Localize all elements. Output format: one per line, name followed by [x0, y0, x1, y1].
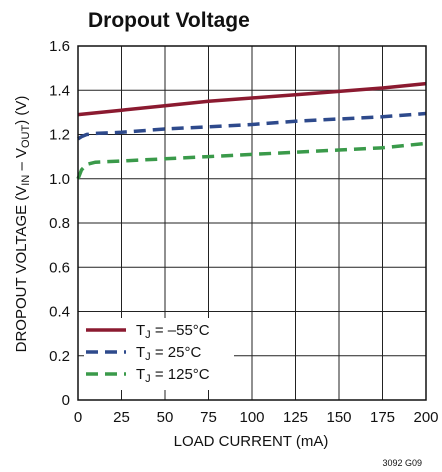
x-tick-label: 150	[326, 409, 351, 426]
legend-label: TJ = –55°C	[136, 322, 210, 341]
legend-label: TJ = 25°C	[136, 344, 201, 363]
y-tick-label: 1.6	[49, 38, 70, 55]
y-tick-label: 1.2	[49, 127, 70, 144]
y-axis-ticks: 0 0.2 0.4 0.6 0.8 1.0 1.2 1.4 1.6	[49, 38, 70, 409]
y-tick-label: 0.6	[49, 259, 70, 276]
series-line-1	[77, 81, 427, 117]
x-tick-label: 25	[113, 409, 130, 426]
x-tick-label: 0	[74, 409, 82, 426]
legend: TJ = –55°C TJ = 25°C TJ = 125°C	[84, 318, 234, 390]
plot-frame	[77, 45, 427, 401]
x-tick-label: 125	[283, 409, 308, 426]
x-tick-label: 100	[239, 409, 264, 426]
y-tick-label: 0.8	[49, 215, 70, 232]
y-tick-label: 1.4	[49, 82, 70, 99]
y-tick-label: 0.2	[49, 348, 70, 365]
y-tick-label: 1.0	[49, 171, 70, 188]
x-tick-label: 50	[157, 409, 174, 426]
series-lines	[76, 81, 427, 180]
chart-title: Dropout Voltage	[88, 9, 250, 32]
legend-label: TJ = 125°C	[136, 366, 210, 385]
y-tick-label: 0	[62, 392, 70, 409]
figure-code: 3092 G09	[382, 458, 422, 468]
y-axis-label: DROPOUT VOLTAGE (VIN – VOUT) (V)	[13, 96, 32, 353]
series-line-3	[76, 141, 427, 180]
x-axis-ticks: 0 25 50 75 100 125 150 175 200	[74, 409, 439, 426]
series-line-2	[77, 111, 427, 141]
x-axis-label: LOAD CURRENT (mA)	[174, 433, 329, 450]
x-tick-label: 75	[200, 409, 217, 426]
y-tick-label: 0.4	[49, 304, 70, 321]
x-tick-label: 200	[413, 409, 438, 426]
x-tick-label: 175	[370, 409, 395, 426]
